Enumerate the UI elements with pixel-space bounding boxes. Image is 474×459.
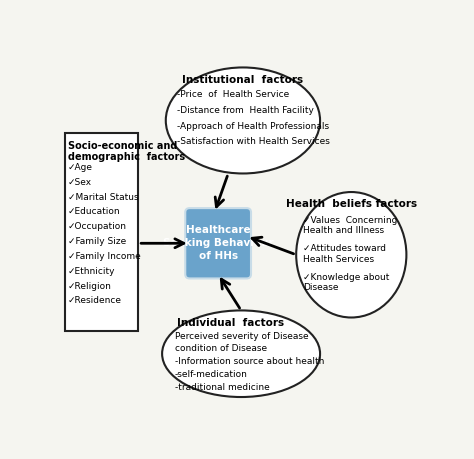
Text: Health  beliefs factors: Health beliefs factors [286,199,417,209]
Text: Institutional  factors: Institutional factors [182,75,303,85]
Ellipse shape [162,310,320,397]
Text: ✓Ethnicity: ✓Ethnicity [68,267,115,276]
Text: ✓Residence: ✓Residence [68,297,122,306]
Text: ✓Religion: ✓Religion [68,282,111,291]
Ellipse shape [166,67,320,174]
Text: ✓Age: ✓Age [68,163,93,172]
FancyBboxPatch shape [185,208,251,279]
Text: -Price  of  Health Service: -Price of Health Service [177,90,289,100]
Text: -Approach of Health Professionals: -Approach of Health Professionals [177,122,329,130]
FancyBboxPatch shape [65,133,138,331]
Text: Individual  factors: Individual factors [176,318,283,328]
Text: ✓Family Size: ✓Family Size [68,237,126,246]
Text: Healthcare
Seeking Behaviour
of HHs: Healthcare Seeking Behaviour of HHs [163,225,273,262]
Text: -Distance from  Health Facility: -Distance from Health Facility [177,106,314,115]
Text: ✓Attitudes toward
Health Services: ✓Attitudes toward Health Services [303,244,386,264]
Text: -self-medication: -self-medication [175,370,248,379]
Text: -Satisfaction with Health Services: -Satisfaction with Health Services [177,137,330,146]
Ellipse shape [296,192,406,318]
Text: -Information source about health: -Information source about health [175,357,324,366]
Text: ✓Values  Concerning
Health and Illness: ✓Values Concerning Health and Illness [303,216,397,235]
Text: -traditional medicine: -traditional medicine [175,382,270,392]
Text: ✓Education: ✓Education [68,207,120,216]
Text: ✓Sex: ✓Sex [68,178,92,187]
Text: ✓Family Income: ✓Family Income [68,252,140,261]
Text: ✓Marital Status: ✓Marital Status [68,193,138,202]
Text: ✓Knowledge about
Disease: ✓Knowledge about Disease [303,273,389,292]
Text: condition of Disease: condition of Disease [175,344,267,353]
Text: Socio-economic and
demographic  factors: Socio-economic and demographic factors [68,140,185,162]
Text: ✓Occupation: ✓Occupation [68,222,127,231]
Text: Perceived severity of Disease: Perceived severity of Disease [175,332,309,341]
